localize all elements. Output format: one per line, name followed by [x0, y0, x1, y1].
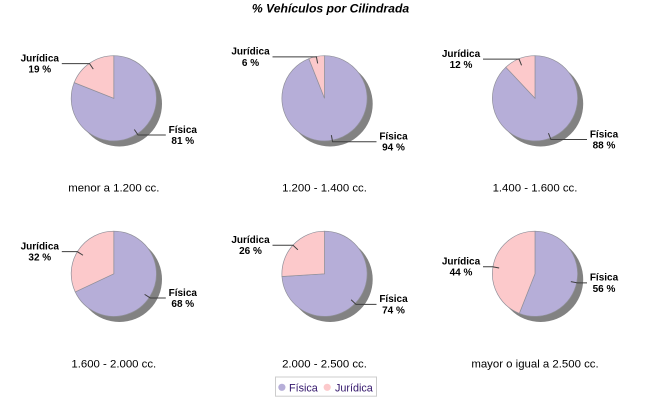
svg-text:Física: Física — [590, 129, 619, 140]
svg-text:Jurídica: Jurídica — [442, 49, 481, 60]
svg-text:74 %: 74 % — [382, 305, 405, 316]
svg-text:mayor o igual a 2.500 cc.: mayor o igual a 2.500 cc. — [471, 359, 598, 371]
svg-text:12 %: 12 % — [450, 60, 473, 71]
svg-text:Física: Física — [169, 125, 198, 136]
svg-text:2.000 - 2.500 cc.: 2.000 - 2.500 cc. — [282, 359, 367, 371]
svg-text:Física: Física — [379, 132, 408, 143]
svg-text:56 %: 56 % — [593, 284, 616, 295]
svg-text:6 %: 6 % — [242, 58, 259, 69]
svg-text:32 %: 32 % — [28, 253, 51, 264]
svg-text:menor a 1.200 cc.: menor a 1.200 cc. — [68, 183, 159, 195]
svg-text:68 %: 68 % — [171, 299, 194, 310]
svg-text:1.400 - 1.600 cc.: 1.400 - 1.600 cc. — [493, 183, 578, 195]
svg-text:81 %: 81 % — [171, 136, 194, 147]
svg-text:Jurídica: Jurídica — [442, 257, 481, 268]
svg-text:44 %: 44 % — [450, 268, 473, 279]
svg-text:Jurídica: Jurídica — [21, 53, 60, 64]
svg-text:Física: Física — [289, 383, 318, 395]
svg-text:1.600 - 2.000 cc.: 1.600 - 2.000 cc. — [71, 359, 156, 371]
svg-text:Física: Física — [590, 273, 619, 284]
svg-text:Jurídica: Jurídica — [231, 235, 270, 246]
svg-text:Física: Física — [379, 294, 408, 305]
svg-text:94 %: 94 % — [382, 143, 405, 154]
svg-text:26 %: 26 % — [239, 246, 262, 257]
svg-text:Física: Física — [169, 288, 198, 299]
svg-text:Jurídica: Jurídica — [231, 47, 270, 58]
svg-text:Jurídica: Jurídica — [335, 383, 373, 395]
svg-text:19 %: 19 % — [28, 65, 51, 76]
svg-text:% Vehículos por Cilindrada: % Vehículos por Cilindrada — [252, 2, 410, 16]
svg-text:Jurídica: Jurídica — [21, 241, 60, 252]
svg-text:1.200 - 1.400 cc.: 1.200 - 1.400 cc. — [282, 183, 367, 195]
svg-text:88 %: 88 % — [593, 140, 616, 151]
